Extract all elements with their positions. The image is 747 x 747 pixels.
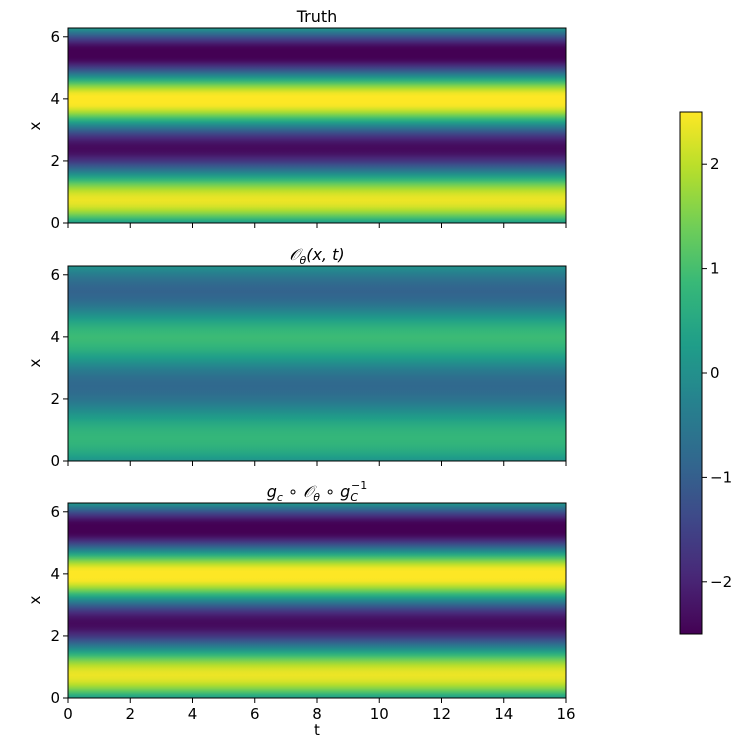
y-tick-label: 0	[50, 214, 60, 232]
colorbar-tick-label: −2	[710, 573, 732, 591]
heatmap-operator	[68, 266, 566, 461]
panel-title: gc ∘ 𝒪θ ∘ gC−1	[267, 479, 367, 504]
x-ticks	[67, 461, 567, 466]
y-axis-label: x	[26, 121, 44, 130]
y-tick-label: 2	[50, 627, 60, 645]
y-ticks: 0 2 4 6	[50, 266, 68, 470]
colorbar-tick-label: −1	[710, 468, 732, 486]
y-tick-label: 2	[50, 390, 60, 408]
y-axis-label: x	[26, 595, 44, 604]
y-tick-label: 0	[50, 689, 60, 707]
x-tick-label: 4	[188, 705, 198, 723]
y-tick-label: 6	[50, 266, 60, 284]
panel-title: 𝒪θ(x, t)	[289, 245, 344, 267]
y-tick-label: 6	[50, 503, 60, 521]
panel-transformed: gc ∘ 𝒪θ ∘ gC−1 x t 0 2 4 6 0 2 4 6 8 10 12 14 16	[26, 479, 576, 739]
colorbar-ticks: −2 −1 0 1 2	[702, 155, 732, 591]
x-tick-label: 12	[432, 705, 451, 723]
y-tick-label: 2	[50, 152, 60, 170]
x-tick-label: 10	[370, 705, 389, 723]
x-tick-label: 0	[63, 705, 73, 723]
x-tick-label: 8	[312, 705, 322, 723]
y-tick-label: 4	[50, 328, 60, 346]
panel-operator: 𝒪θ(x, t) x 0 2 4 6	[26, 245, 567, 470]
y-axis-label: x	[26, 358, 44, 367]
x-tick-label: 6	[250, 705, 260, 723]
x-tick-label: 14	[494, 705, 513, 723]
y-tick-label: 0	[50, 452, 60, 470]
colorbar: −2 −1 0 1 2	[679, 111, 732, 635]
panel-title: Truth	[296, 7, 338, 26]
y-tick-label: 6	[50, 28, 60, 46]
x-ticks: 0 2 4 6 8 10 12 14 16	[63, 698, 576, 723]
heatmap-transformed	[68, 503, 566, 698]
colorbar-tick-label: 1	[710, 260, 720, 278]
panel-truth: Truth x 0 2 4 6	[26, 7, 567, 232]
x-axis-label: t	[314, 721, 320, 739]
colorbar-tick-label: 0	[710, 364, 720, 382]
x-tick-label: 2	[125, 705, 135, 723]
y-ticks: 0 2 4 6	[50, 28, 68, 232]
x-ticks	[67, 223, 567, 228]
y-tick-label: 4	[50, 90, 60, 108]
y-tick-label: 4	[50, 565, 60, 583]
y-ticks: 0 2 4 6	[50, 503, 68, 707]
colorbar-gradient	[680, 112, 702, 634]
heatmap-truth	[68, 28, 566, 223]
x-tick-label: 16	[556, 705, 575, 723]
colorbar-tick-label: 2	[710, 155, 720, 173]
